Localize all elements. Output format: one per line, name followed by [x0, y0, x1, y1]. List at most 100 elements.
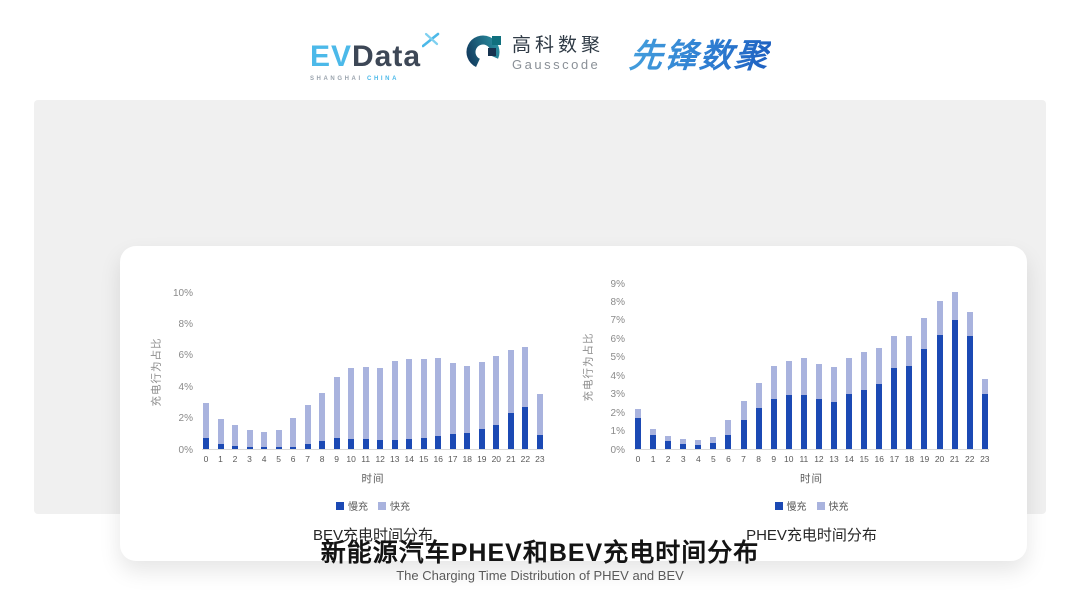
- bar-segment-慢充: [217, 443, 224, 449]
- bar-segment-慢充: [755, 408, 762, 449]
- bar-hour-14: [845, 284, 853, 449]
- bar-segment-慢充: [435, 436, 442, 449]
- x-tick-label: 22: [964, 454, 975, 464]
- x-tick-label: 2: [665, 454, 671, 464]
- bar-segment-快充: [861, 352, 868, 390]
- bar-hour-19: [920, 284, 928, 449]
- x-ticks: 0 1 2 3 4 5 6 7 8 9 10 11 12 13 14 15 16 17 18 19 20 21 22 23: [202, 454, 545, 464]
- bar-hour-0: [634, 284, 642, 449]
- bar-segment-快充: [891, 335, 898, 368]
- x-tick-label: 20: [491, 454, 502, 464]
- x-tick-label: 17: [448, 454, 458, 464]
- bar-segment-快充: [635, 409, 641, 418]
- bar-segment-快充: [876, 347, 883, 385]
- x-tick-label: 7: [305, 454, 310, 464]
- y-tick-label: 2%: [178, 413, 193, 425]
- bar-segment-慢充: [290, 446, 297, 449]
- bar-segment-快充: [536, 394, 543, 435]
- y-tick-label: 3%: [610, 389, 625, 401]
- bar-hour-8: [755, 284, 763, 449]
- bar-segment-快充: [478, 361, 485, 430]
- bar-hour-7: [740, 284, 748, 449]
- bar-hour-13: [830, 284, 838, 449]
- bar-segment-慢充: [725, 435, 732, 449]
- x-tick-label: 6: [726, 454, 731, 464]
- x-tick-label: 4: [261, 454, 267, 464]
- x-tick-label: 5: [276, 454, 281, 464]
- x-tick-label: 23: [535, 454, 545, 464]
- bar-segment-快充: [493, 356, 500, 425]
- evdata-logo-data: Data: [351, 40, 422, 73]
- x-tick-label: 15: [419, 454, 429, 464]
- bar-segment-慢充: [650, 435, 657, 449]
- x-tick-label: 9: [334, 454, 339, 464]
- bar-segment-快充: [391, 361, 398, 440]
- y-tick-label: 0%: [178, 444, 193, 456]
- bar-segment-慢充: [710, 443, 717, 449]
- bar-hour-23: [536, 293, 544, 449]
- x-tick-label: 14: [844, 454, 854, 464]
- bar-segment-慢充: [319, 441, 326, 449]
- bar-segment-慢充: [785, 394, 792, 449]
- y-tick-label: 6%: [178, 350, 193, 362]
- bar-hour-3: [246, 293, 254, 449]
- bar-segment-快充: [815, 364, 822, 400]
- bar-segment-慢充: [951, 319, 958, 449]
- bar-segment-快充: [406, 358, 413, 439]
- bar-segment-慢充: [891, 367, 898, 449]
- bar-segment-慢充: [861, 389, 868, 449]
- bar-segment-快充: [846, 357, 853, 394]
- bar-segment-快充: [522, 346, 529, 408]
- bar-segment-快充: [650, 428, 657, 436]
- x-tick-label: 8: [319, 454, 325, 464]
- bar-segment-慢充: [348, 438, 355, 449]
- bar-hour-7: [304, 293, 312, 449]
- x-tick-label: 16: [433, 454, 443, 464]
- page-subtitle: The Charging Time Distribution of PHEV a…: [396, 568, 684, 583]
- bar-segment-慢充: [921, 349, 928, 449]
- bar-segment-快充: [800, 357, 807, 395]
- legend-swatch: [336, 501, 344, 510]
- bar-hour-11: [800, 284, 808, 449]
- gausscode-logo: 高科数聚 Gausscode: [466, 32, 604, 75]
- bar-segment-快充: [966, 311, 973, 336]
- x-tick-label: 18: [462, 454, 473, 464]
- y-tick-label: 1%: [610, 426, 625, 438]
- x-tick-label: 9: [771, 454, 777, 464]
- bar-hour-14: [405, 293, 413, 449]
- bar-hour-16: [434, 293, 442, 449]
- bar-segment-快充: [435, 357, 442, 437]
- x-tick-label: 0: [635, 454, 641, 464]
- y-tick-label: 8%: [178, 318, 193, 330]
- x-tick-label: 23: [980, 454, 990, 464]
- bars-area: [634, 284, 989, 450]
- pioneer-data-logo: 先锋数聚: [628, 29, 773, 77]
- bar-segment-慢充: [770, 399, 777, 449]
- y-tick-label: 5%: [610, 352, 625, 364]
- legend-swatch: [378, 501, 386, 510]
- x-tick-label: 10: [784, 454, 794, 464]
- y-tick-label: 6%: [610, 333, 625, 345]
- bar-segment-快充: [981, 378, 988, 394]
- bar-segment-快充: [951, 292, 958, 320]
- bar-hour-2: [231, 293, 239, 449]
- chart-title: BEV充电时间分布: [312, 527, 433, 544]
- chart-section-background: 充电行为占比 0% 2% 4% 6% 8% 10% 0 1 2 3 4 5 6 7 8 9 10 11 12 13 14 1…: [34, 100, 1046, 561]
- y-tick-label: 10%: [172, 287, 193, 299]
- bar-segment-慢充: [966, 335, 973, 449]
- y-tick-label: 0%: [610, 444, 625, 456]
- bar-segment-快充: [936, 301, 943, 335]
- bar-hour-4: [694, 284, 702, 449]
- page-title: 新能源汽车PHEV和BEV充电时间分布: [320, 539, 760, 567]
- x-tick-label: 2: [232, 454, 238, 464]
- x-tick-label: 0: [203, 454, 209, 464]
- x-tick-label: 15: [859, 454, 869, 464]
- bar-segment-慢充: [232, 445, 239, 449]
- x-tick-label: 1: [650, 454, 656, 464]
- bar-segment-慢充: [522, 407, 529, 449]
- x-tick-label: 13: [389, 454, 400, 464]
- x-tick-label: 10: [346, 454, 356, 464]
- bar-hour-20: [936, 284, 944, 449]
- bar-hour-16: [875, 284, 883, 449]
- x-axis-label: 时间: [361, 473, 385, 485]
